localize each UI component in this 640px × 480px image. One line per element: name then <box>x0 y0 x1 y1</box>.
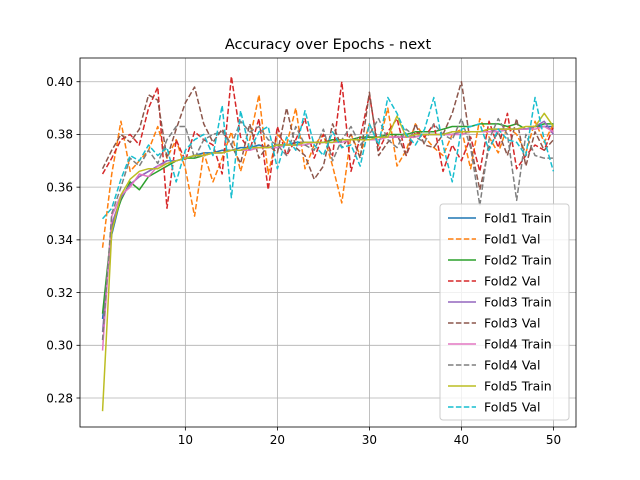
chart-title: Accuracy over Epochs - next <box>225 37 432 53</box>
x-tick-label: 40 <box>454 433 469 447</box>
series-layer <box>101 75 555 412</box>
x-tick-label: 30 <box>362 433 377 447</box>
x-tick-label: 10 <box>178 433 193 447</box>
y-tick-label: 0.34 <box>46 233 73 247</box>
legend-label: Fold3 Val <box>484 316 540 331</box>
x-axis: 10 20 30 40 50 <box>178 427 561 447</box>
legend-label: Fold2 Train <box>484 253 552 268</box>
y-tick-label: 0.28 <box>46 391 73 405</box>
y-tick-label: 0.40 <box>46 75 73 89</box>
legend-label: Fold5 Val <box>484 400 540 415</box>
legend-label: Fold1 Val <box>484 232 540 247</box>
y-tick-label: 0.38 <box>46 128 73 142</box>
x-tick-label: 50 <box>546 433 561 447</box>
legend-box <box>439 203 570 421</box>
legend-label: Fold5 Train <box>484 379 552 394</box>
legend-label: Fold4 Train <box>484 337 552 352</box>
y-tick-label: 0.36 <box>46 180 73 194</box>
series-line-fold1-val <box>101 94 555 248</box>
legend-label: Fold2 Val <box>484 274 540 289</box>
y-axis: 0.28 0.30 0.32 0.34 0.36 0.38 0.40 <box>46 75 80 405</box>
legend-label: Fold1 Train <box>484 211 552 226</box>
y-tick-label: 0.32 <box>46 286 73 300</box>
legend-label: Fold3 Train <box>484 295 552 310</box>
x-tick-label: 20 <box>270 433 285 447</box>
legend-label: Fold4 Val <box>484 358 540 373</box>
series-line-fold2-val <box>101 75 555 209</box>
y-tick-label: 0.30 <box>46 339 73 353</box>
legend: Fold1 Train Fold1 Val Fold2 Train Fold2 Val… <box>439 203 570 421</box>
series-line-fold5-val <box>101 96 555 220</box>
plot-frame <box>79 57 577 428</box>
